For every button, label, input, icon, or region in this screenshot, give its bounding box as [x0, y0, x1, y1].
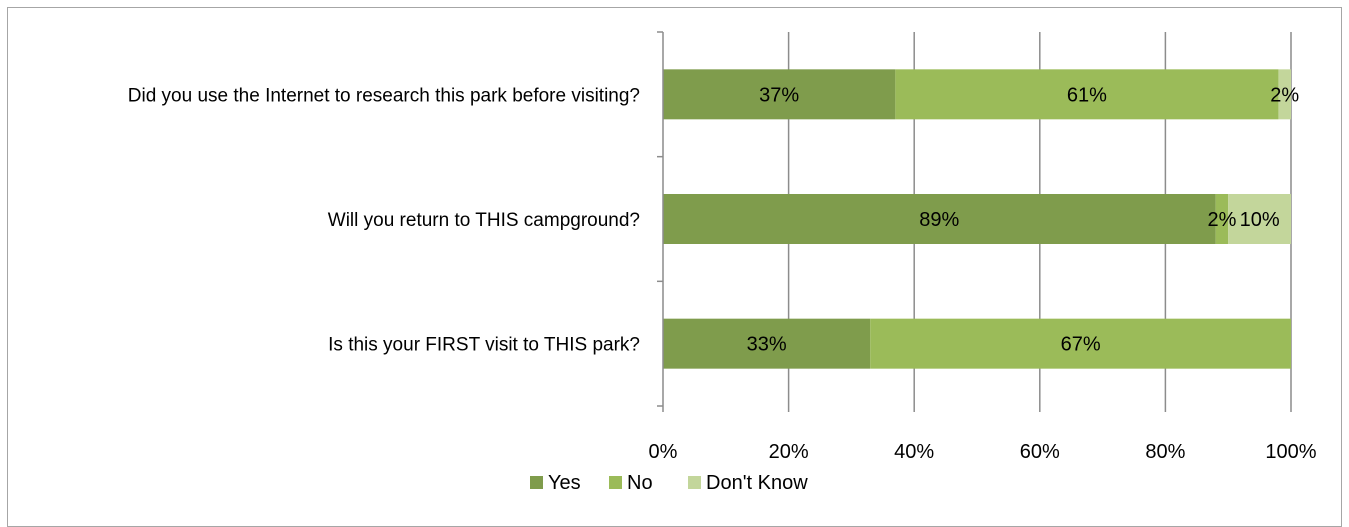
data-label: 2%	[1207, 209, 1236, 231]
legend-label: Yes	[548, 472, 581, 494]
bar-segment	[663, 318, 871, 369]
legend-swatch	[688, 476, 701, 489]
category-label: Is this your FIRST visit to THIS park?	[328, 335, 640, 356]
x-tick-label: 0%	[649, 441, 678, 463]
legend-label: No	[627, 472, 653, 494]
legend-label: Don't Know	[706, 472, 808, 494]
data-label: 10%	[1240, 209, 1280, 231]
data-label: 33%	[747, 334, 787, 356]
category-label: Did you use the Internet to research thi…	[128, 85, 640, 106]
data-label: 37%	[759, 84, 799, 106]
x-tick-label: 80%	[1145, 441, 1185, 463]
bar-segment	[663, 69, 896, 120]
bar-segment	[870, 318, 1291, 369]
legend-swatch	[609, 476, 622, 489]
x-tick-label: 20%	[769, 441, 809, 463]
bar-segment	[1215, 194, 1229, 244]
data-label: 67%	[1061, 334, 1101, 356]
legend-swatch	[530, 476, 543, 489]
data-label: 89%	[919, 209, 959, 231]
category-label: Will you return to THIS campground?	[328, 210, 640, 231]
bar-segment	[1278, 69, 1291, 120]
x-tick-label: 60%	[1020, 441, 1060, 463]
bar-segment	[1228, 194, 1291, 244]
x-tick-label: 40%	[894, 441, 934, 463]
data-label: 2%	[1270, 84, 1299, 106]
data-label: 61%	[1067, 84, 1107, 106]
x-tick-label: 100%	[1265, 441, 1316, 463]
bar-segment	[663, 194, 1216, 244]
bar-segment	[895, 69, 1279, 120]
